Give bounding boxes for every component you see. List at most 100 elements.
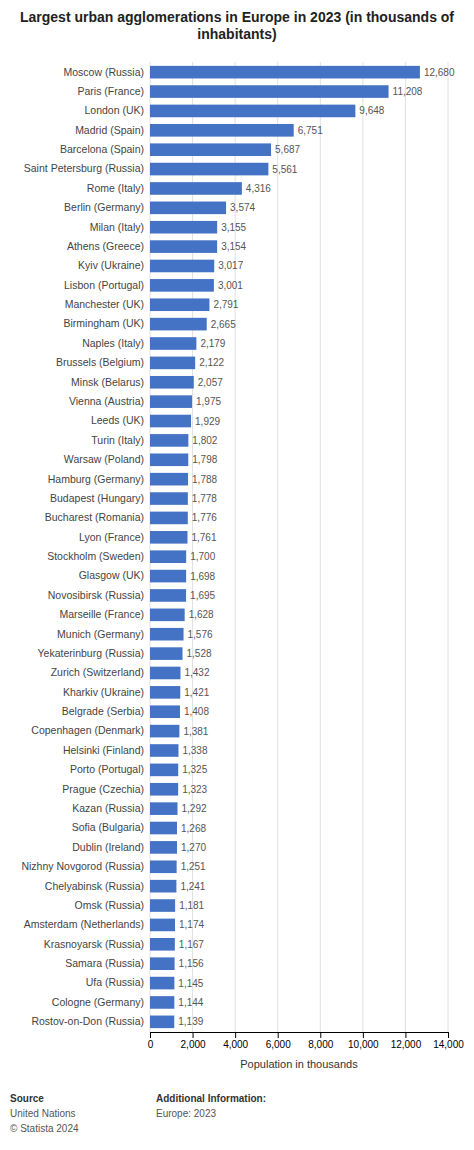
bar — [150, 512, 188, 525]
data-label: 9,648 — [359, 105, 384, 116]
data-label: 1,798 — [192, 454, 217, 465]
y-tick-label: Marseille (France) — [59, 608, 144, 620]
bar — [150, 492, 188, 505]
bar — [150, 550, 186, 563]
data-label: 1,700 — [190, 551, 215, 562]
x-tick-label: 10,000 — [348, 1039, 379, 1050]
data-label: 1,761 — [191, 532, 216, 543]
y-tick-label: Minsk (Belarus) — [71, 376, 144, 388]
y-tick-label: Vienna (Austria) — [69, 395, 144, 407]
footer-text: United Nations — [10, 1108, 76, 1119]
bar — [150, 279, 214, 292]
data-label: 3,155 — [221, 222, 246, 233]
bar — [150, 802, 178, 815]
y-tick: Nizhny Novgorod (Russia) — [21, 860, 144, 872]
y-tick: Porto (Portugal) — [70, 763, 144, 775]
bar — [150, 880, 176, 893]
y-tick: Barcelona (Spain) — [60, 143, 144, 155]
bar — [150, 473, 188, 486]
grid — [150, 62, 448, 1032]
bar — [150, 376, 194, 389]
bar — [150, 531, 187, 544]
bar — [150, 628, 184, 641]
y-tick: Paris (France) — [77, 85, 144, 97]
grid-line — [405, 62, 406, 1032]
x-axis-title: Population in thousands — [240, 1058, 358, 1070]
y-tick-label: Warsaw (Poland) — [64, 453, 144, 465]
bar — [150, 860, 177, 873]
y-tick: Lyon (France) — [79, 531, 144, 543]
data-label: 1,251 — [181, 861, 206, 872]
data-label: 1,268 — [181, 823, 206, 834]
bar — [150, 996, 174, 1009]
y-tick-label: Saint Petersburg (Russia) — [24, 162, 144, 174]
x-tick: 0 — [148, 1032, 154, 1050]
y-tick: Minsk (Belarus) — [71, 376, 144, 388]
bar — [150, 105, 355, 118]
bar — [150, 822, 177, 835]
plot: 12,68011,2089,6486,7515,6875,5614,3163,5… — [21, 62, 464, 1070]
title-line: inhabitants) — [197, 26, 276, 42]
y-tick: Birmingham (UK) — [63, 317, 144, 329]
bar — [150, 705, 180, 718]
y-tick: Kyiv (Ukraine) — [78, 259, 144, 271]
y-tick-label: Amsterdam (Netherlands) — [24, 918, 144, 930]
y-tick: Naples (Italy) — [82, 337, 144, 349]
y-tick-label: Paris (France) — [77, 85, 144, 97]
y-tick: Brussels (Belgium) — [56, 356, 144, 368]
y-tick: Marseille (France) — [59, 608, 144, 620]
bar — [150, 163, 268, 176]
y-tick: Moscow (Russia) — [63, 66, 144, 78]
y-tick-label: Birmingham (UK) — [63, 317, 144, 329]
y-tick: Glasgow (UK) — [79, 569, 144, 581]
grid-line — [277, 62, 278, 1032]
footer-label: Source — [10, 1093, 44, 1104]
bar — [150, 124, 294, 137]
y-tick: Chelyabinsk (Russia) — [45, 880, 144, 892]
bar — [150, 453, 188, 466]
y-tick: Kharkiv (Ukraine) — [63, 686, 144, 698]
y-tick-label: Budapest (Hungary) — [50, 492, 144, 504]
y-tick: Madrid (Spain) — [75, 124, 144, 136]
data-label: 5,561 — [272, 164, 297, 175]
y-tick: Milan (Italy) — [90, 221, 144, 233]
bar — [150, 957, 175, 970]
data-label: 1,421 — [184, 687, 209, 698]
bar — [150, 589, 186, 602]
y-tick: Turin (Italy) — [91, 434, 144, 446]
data-label: 5,687 — [275, 144, 300, 155]
x-tick-mark — [363, 1032, 364, 1038]
bar — [150, 570, 186, 583]
title: Largest urban agglomerations in Europe i… — [20, 9, 454, 42]
y-tick-label: Samara (Russia) — [65, 957, 144, 969]
bar — [150, 240, 217, 253]
y-tick-label: Dublin (Ireland) — [72, 841, 144, 853]
y-tick: Lisbon (Portugal) — [64, 279, 144, 291]
y-tick-label: Lyon (France) — [79, 531, 144, 543]
x-tick-mark — [448, 1032, 449, 1038]
data-label: 2,179 — [200, 338, 225, 349]
data-label: 1,338 — [182, 745, 207, 756]
data-label: 3,017 — [218, 260, 243, 271]
x-tick-label: 12,000 — [391, 1039, 422, 1050]
y-tick: Amsterdam (Netherlands) — [24, 918, 144, 930]
data-label: 1,181 — [179, 900, 204, 911]
x-tick-label: 8,000 — [308, 1039, 333, 1050]
bar — [150, 337, 196, 350]
y-tick: Zurich (Switzerland) — [51, 666, 144, 678]
footer-label: Additional Information: — [156, 1093, 266, 1104]
data-labels: 12,68011,2089,6486,7515,6875,5614,3163,5… — [178, 67, 455, 1028]
data-label: 1,174 — [179, 919, 204, 930]
data-label: 3,001 — [218, 280, 243, 291]
data-label: 1,776 — [192, 512, 217, 523]
y-tick: Munich (Germany) — [57, 628, 144, 640]
y-tick-label: Novosibirsk (Russia) — [48, 589, 144, 601]
data-label: 1,408 — [184, 706, 209, 717]
bar — [150, 434, 188, 447]
data-label: 3,154 — [221, 241, 246, 252]
y-tick-label: Madrid (Spain) — [75, 124, 144, 136]
y-tick-label: Barcelona (Spain) — [60, 143, 144, 155]
bar — [150, 667, 180, 680]
data-label: 1,144 — [178, 997, 203, 1008]
x-tick: 12,000 — [391, 1032, 422, 1050]
